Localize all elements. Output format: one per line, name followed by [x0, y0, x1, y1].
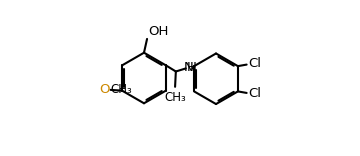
Text: Cl: Cl — [248, 57, 261, 70]
Text: Cl: Cl — [248, 87, 261, 100]
Text: OH: OH — [148, 25, 168, 38]
Text: CH₃: CH₃ — [164, 91, 186, 104]
Text: O: O — [100, 83, 110, 96]
Text: CH₃: CH₃ — [110, 83, 132, 96]
Text: N: N — [184, 61, 194, 74]
Text: H: H — [186, 61, 197, 74]
